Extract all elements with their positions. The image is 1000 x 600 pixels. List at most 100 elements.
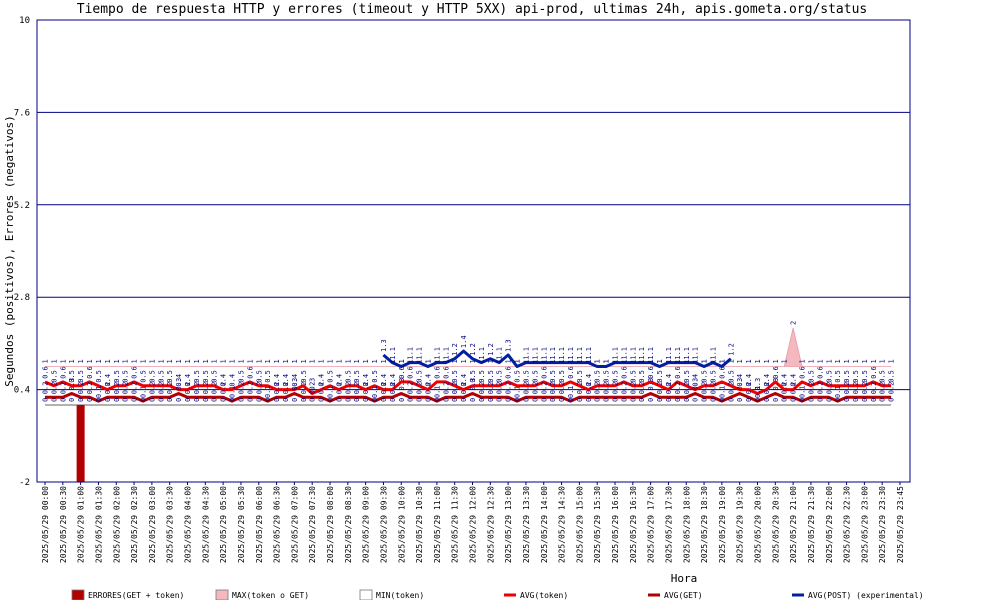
data-label: 0.1 bbox=[799, 385, 807, 398]
data-label: 0.2 bbox=[122, 382, 130, 395]
data-label: 0.2 bbox=[193, 382, 201, 395]
data-label: 1.2 bbox=[469, 343, 477, 356]
data-label: 1 bbox=[327, 359, 335, 363]
data-label: 0 bbox=[852, 398, 860, 402]
data-label: 1 bbox=[131, 359, 139, 363]
data-label: 0 bbox=[505, 398, 513, 402]
data-label: 1.1 bbox=[531, 347, 539, 360]
data-label: 1 bbox=[816, 359, 824, 363]
data-label: 0.3 bbox=[647, 378, 655, 391]
x-tick-label: 2025/05/29 02:00 bbox=[112, 486, 121, 563]
data-label: 0.5 bbox=[68, 370, 76, 383]
data-label: 1 bbox=[157, 359, 165, 363]
data-label: 0.6 bbox=[433, 366, 441, 379]
data-label: 0.5 bbox=[683, 370, 691, 383]
data-label: 0 bbox=[211, 398, 219, 402]
data-label: 0.3 bbox=[736, 378, 744, 391]
data-label: 0.2 bbox=[451, 382, 459, 395]
data-label: 0.5 bbox=[148, 370, 156, 383]
data-label: 1 bbox=[656, 359, 664, 363]
data-label: 0.3 bbox=[754, 378, 762, 391]
x-tick-label: 2025/05/29 13:30 bbox=[522, 486, 531, 563]
data-label: 1 bbox=[246, 359, 254, 363]
data-label: 0.6 bbox=[799, 366, 807, 379]
data-label: 0 bbox=[692, 398, 700, 402]
x-tick-label: 2025/05/29 14:00 bbox=[540, 486, 549, 563]
data-label: 1 bbox=[460, 359, 468, 363]
data-label: 0 bbox=[416, 398, 424, 402]
data-label: 1 bbox=[514, 359, 522, 363]
data-label: 0 bbox=[59, 398, 67, 402]
data-label: 0 bbox=[790, 398, 798, 402]
data-label: 1 bbox=[433, 359, 441, 363]
data-label: 1 bbox=[353, 359, 361, 363]
data-label: 0 bbox=[540, 398, 548, 402]
data-label: 1.1 bbox=[674, 347, 682, 360]
data-label: 0.2 bbox=[603, 382, 611, 395]
data-label: 0 bbox=[638, 398, 646, 402]
data-label: 1 bbox=[273, 359, 281, 363]
data-label: 1 bbox=[505, 359, 513, 363]
data-label: 1 bbox=[656, 359, 664, 363]
data-label: 0 bbox=[781, 398, 789, 402]
data-label: 1.1 bbox=[638, 347, 646, 360]
data-label: 0 bbox=[763, 398, 771, 402]
data-label: 1.1 bbox=[407, 347, 415, 360]
x-tick-label: 2025/05/29 01:30 bbox=[94, 486, 103, 563]
data-label: 0.5 bbox=[202, 370, 210, 383]
data-label: 0.3 bbox=[398, 378, 406, 391]
data-label: 0.4 bbox=[781, 374, 789, 387]
data-label: 0.4 bbox=[665, 374, 673, 387]
data-label: 1 bbox=[594, 359, 602, 363]
data-label: 0.1 bbox=[834, 385, 842, 398]
x-tick-label: 2025/05/29 19:00 bbox=[718, 486, 727, 563]
data-label: 0.2 bbox=[674, 382, 682, 395]
data-label: 0.6 bbox=[505, 366, 513, 379]
data-label: 0 bbox=[255, 398, 263, 402]
data-label: 0 bbox=[122, 398, 130, 402]
data-label: 0.2 bbox=[416, 382, 424, 395]
data-label: 1 bbox=[318, 359, 326, 363]
data-label: 0.2 bbox=[558, 382, 566, 395]
data-label: 0.2 bbox=[344, 382, 352, 395]
line-3 bbox=[44, 380, 892, 395]
data-label: 0.2 bbox=[745, 382, 753, 395]
data-label: 0.2 bbox=[42, 382, 50, 395]
data-label: 0.2 bbox=[309, 382, 317, 395]
data-label: 0.2 bbox=[50, 382, 58, 395]
data-label: 1 bbox=[567, 359, 575, 363]
data-label: 0.2 bbox=[629, 382, 637, 395]
data-label: 1.1 bbox=[709, 347, 717, 360]
data-label: 0.5 bbox=[157, 370, 165, 383]
data-label: 0.4 bbox=[389, 374, 397, 387]
data-label: 1 bbox=[104, 359, 112, 363]
data-label: 0.5 bbox=[344, 370, 352, 383]
data-label: 0.1 bbox=[95, 385, 103, 398]
data-label: 1 bbox=[202, 359, 210, 363]
data-label: 0.2 bbox=[59, 382, 67, 395]
data-label: 0 bbox=[594, 398, 602, 402]
data-label: 1 bbox=[166, 359, 174, 363]
data-label: 0.4 bbox=[282, 374, 290, 387]
data-label: 0.5 bbox=[879, 370, 887, 383]
data-label: 0.6 bbox=[407, 366, 415, 379]
data-label: 0 bbox=[424, 398, 432, 402]
data-label: 0.2 bbox=[353, 382, 361, 395]
y-tick-label: 2.8 bbox=[14, 293, 30, 303]
x-axis-label: Hora bbox=[671, 572, 698, 585]
x-tick-label: 2025/05/29 12:30 bbox=[486, 486, 495, 563]
data-label: 1 bbox=[291, 359, 299, 363]
data-label: 0.4 bbox=[692, 374, 700, 387]
data-label: 0.2 bbox=[86, 382, 94, 395]
data-label: 1 bbox=[870, 359, 878, 363]
data-label: 0.2 bbox=[389, 382, 397, 395]
x-tick-label: 2025/05/29 11:30 bbox=[451, 486, 460, 563]
data-label: 1 bbox=[683, 359, 691, 363]
data-label: 1.1 bbox=[522, 347, 530, 360]
data-label: 0.2 bbox=[300, 382, 308, 395]
data-label: 0.2 bbox=[888, 382, 896, 395]
data-label: 0.2 bbox=[612, 382, 620, 395]
data-label: 0 bbox=[629, 398, 637, 402]
data-label: 1 bbox=[879, 359, 887, 363]
